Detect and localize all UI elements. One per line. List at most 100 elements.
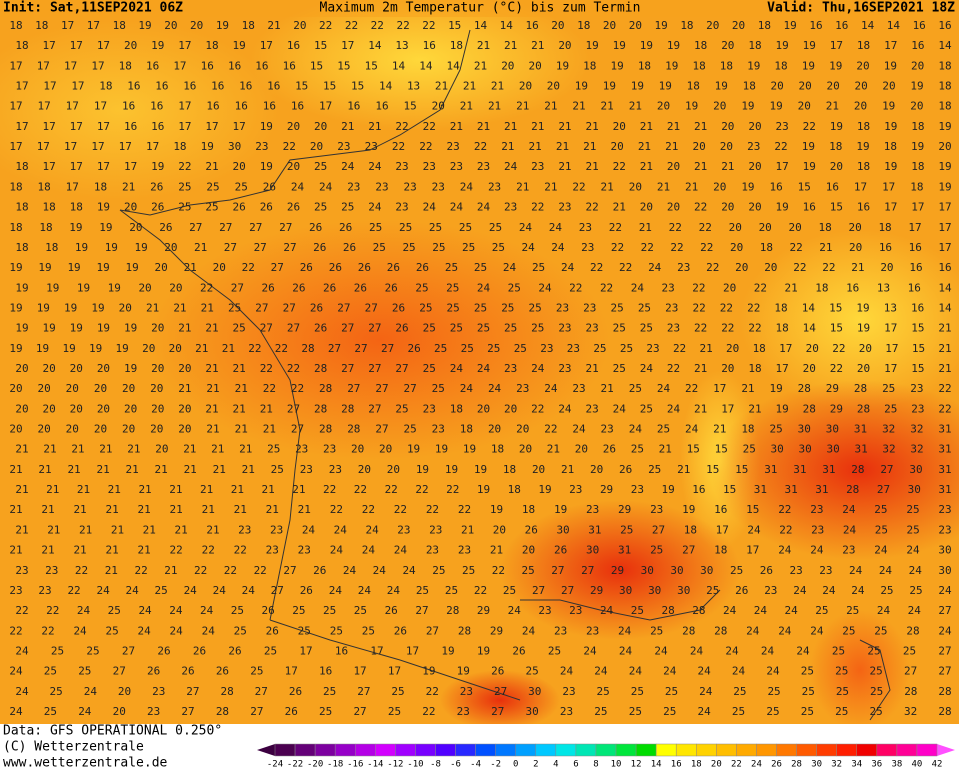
temperature-value: 25: [323, 604, 336, 617]
temperature-value: 22: [260, 362, 273, 375]
temperature-value: 21: [267, 19, 280, 32]
temperature-value: 22: [667, 362, 680, 375]
temperature-value: 21: [105, 503, 118, 516]
temperature-value: 19: [64, 301, 77, 314]
temperature-value: 20: [856, 59, 869, 72]
temperature-value: 20: [713, 180, 726, 193]
temperature-value: 21: [41, 503, 54, 516]
temperature-value: 20: [151, 362, 164, 375]
temperature-value: 13: [395, 39, 408, 52]
temperature-value: 21: [235, 423, 248, 436]
temperature-value: 16: [909, 241, 922, 254]
temperature-value: 18: [743, 80, 756, 93]
temperature-value: 31: [854, 443, 867, 456]
temperature-value: 21: [491, 80, 504, 93]
temperature-value: 19: [37, 301, 50, 314]
temperature-value: 26: [292, 281, 305, 294]
temperature-value: 21: [504, 39, 517, 52]
temperature-value: 27: [682, 544, 695, 557]
temperature-value: 22: [263, 382, 276, 395]
temperature-value: 28: [301, 342, 314, 355]
temperature-value: 24: [654, 644, 668, 657]
scale-label: -22: [287, 760, 303, 770]
temperature-value: 28: [458, 624, 471, 637]
temperature-value: 21: [67, 463, 80, 476]
temperature-value: 15: [310, 59, 323, 72]
temperature-value: 17: [119, 140, 132, 153]
temperature-value: 23: [347, 180, 360, 193]
temperature-value: 21: [341, 120, 354, 133]
temperature-value: 19: [829, 59, 842, 72]
temperature-value: 19: [938, 160, 951, 173]
temperature-value: 17: [713, 382, 726, 395]
temperature-value: 22: [832, 342, 845, 355]
temperature-value: 24: [561, 261, 575, 274]
temperature-value: 18: [753, 342, 766, 355]
temperature-value: 16: [291, 100, 304, 113]
temperature-value: 21: [15, 443, 28, 456]
temperature-value: 22: [830, 362, 843, 375]
temperature-value: 26: [512, 644, 525, 657]
temperature-value: 25: [613, 322, 626, 335]
temperature-value: 25: [870, 705, 883, 718]
temperature-value: 24: [778, 624, 792, 637]
temperature-value: 25: [835, 665, 848, 678]
temperature-value: 20: [351, 443, 364, 456]
temperature-value: 16: [127, 80, 140, 93]
temperature-value: 25: [732, 705, 745, 718]
temperature-value: 22: [345, 19, 358, 32]
temperature-value: 22: [67, 584, 80, 597]
temperature-value: 24: [84, 685, 98, 698]
temperature-value: 18: [15, 241, 28, 254]
temperature-value: 17: [97, 120, 110, 133]
temperature-value: 16: [267, 80, 280, 93]
temperature-value: 19: [138, 19, 151, 32]
temperature-value: 19: [38, 261, 51, 274]
temperature-value: 24: [138, 624, 152, 637]
temperature-value: 19: [775, 39, 788, 52]
temperature-value: 24: [503, 261, 517, 274]
temperature-value: 24: [343, 564, 357, 577]
temperature-value: 21: [748, 402, 761, 415]
temperature-value: 22: [371, 19, 384, 32]
scale-label: -16: [347, 760, 363, 770]
temperature-value: 23: [562, 685, 575, 698]
temperature-value: 18: [938, 80, 951, 93]
temperature-value: 26: [385, 281, 398, 294]
temperature-value: 26: [263, 180, 276, 193]
temperature-value: 18: [938, 100, 951, 113]
temperature-value: 24: [9, 665, 23, 678]
temperature-value: 20: [493, 523, 506, 536]
scale-swatch: [635, 743, 657, 757]
temperature-value: 29: [600, 483, 613, 496]
scale-label: -6: [450, 760, 461, 770]
temperature-value: 24: [341, 160, 355, 173]
temperature-value: 18: [508, 483, 521, 496]
temperature-value: 21: [463, 80, 476, 93]
temperature-value: 19: [116, 342, 129, 355]
temperature-value: 20: [706, 19, 719, 32]
temperature-value: 20: [190, 19, 203, 32]
temperature-value: 20: [94, 423, 107, 436]
temperature-value: 20: [640, 201, 653, 214]
temperature-value: 19: [416, 463, 429, 476]
temperature-value: 25: [450, 322, 463, 335]
temperature-value: 19: [613, 39, 626, 52]
temperature-value: 17: [91, 140, 104, 153]
temperature-value: 23: [554, 624, 567, 637]
temperature-value: 30: [826, 423, 839, 436]
temperature-value: 22: [422, 705, 435, 718]
scale-swatch: [515, 743, 537, 757]
temperature-value: 24: [170, 624, 184, 637]
temperature-value: 24: [522, 241, 536, 254]
temperature-value: 21: [183, 443, 196, 456]
temperature-value: 14: [938, 39, 952, 52]
temperature-value: 25: [529, 301, 542, 314]
temperature-value: 27: [904, 665, 917, 678]
temperature-value: 24: [319, 180, 333, 193]
temperature-value: 22: [609, 221, 622, 234]
temperature-value: 22: [778, 503, 791, 516]
temperature-value: 21: [234, 503, 247, 516]
temperature-value: 28: [857, 402, 870, 415]
temperature-value: 22: [75, 564, 88, 577]
